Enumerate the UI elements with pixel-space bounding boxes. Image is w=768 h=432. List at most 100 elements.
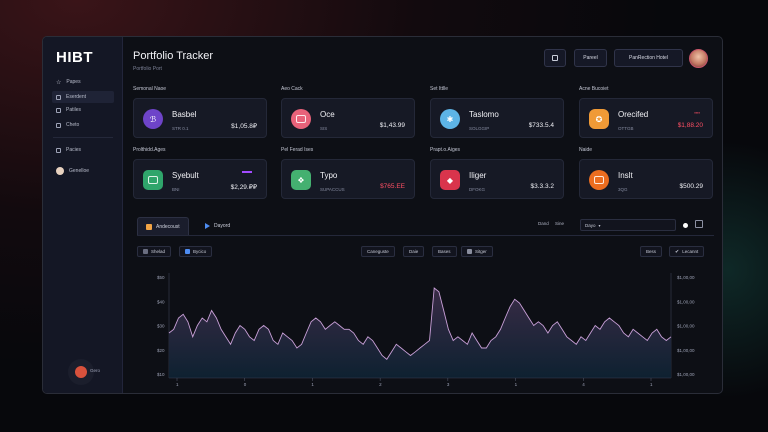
x-tick-label: 1 [515, 382, 518, 387]
tag-icon [146, 223, 152, 230]
section-label: Pel Ferad Ises [281, 147, 314, 153]
x-tick-label: 4 [582, 382, 585, 387]
chip-bases[interactable]: Bases [432, 246, 457, 257]
asset-value: $3.3.3.2 [530, 183, 555, 190]
y-tick-label: $30 [157, 324, 165, 329]
y-right-tick-label: $1,00,00 [677, 275, 695, 280]
asset-card[interactable]: Oce SIS $1,43.99 [281, 98, 415, 138]
chart-svg: $50 $40 $30 $20 $10 $1,00,00 $1,00,00 $1,00,00 $… [157, 273, 695, 387]
sidebar-item-papes[interactable]: ☆ Papes [52, 76, 114, 88]
sidebar-item-label: Genelloe [69, 168, 90, 174]
pareel-button-label: Pareel [583, 55, 598, 61]
tab-andecoust[interactable]: Andecoust [137, 217, 189, 235]
asset-symbol: DFOKG [469, 187, 486, 192]
coin-icon: ✱ [440, 109, 460, 129]
chip-label: Caneguste [367, 249, 389, 254]
user-icon [56, 167, 64, 175]
chip-caneguste[interactable]: Caneguste [361, 246, 395, 257]
asset-card[interactable]: ❖ Typo SUPACCUS $765.EE [281, 159, 415, 199]
chip-sitger[interactable]: Sitger [461, 246, 493, 257]
divider [53, 137, 113, 138]
page-subtitle: Portfolio Port [133, 66, 162, 72]
asset-symbol: SUPACCUS [320, 187, 345, 192]
y-right-tick-label: $1,00,00 [677, 348, 695, 353]
section-label: Aeo Cack [281, 86, 303, 92]
asset-symbol: 3QG [618, 187, 628, 192]
page-title: Portfolio Tracker [133, 50, 214, 62]
check-icon: ✔ [675, 248, 680, 255]
x-tick-label: 0 [244, 382, 247, 387]
price-chart[interactable]: $50 $40 $30 $20 $10 $1,00,00 $1,00,00 $1,00,00 $… [137, 265, 718, 391]
tab-label: Andecoust [156, 223, 180, 230]
section-label: Acne Bucoiet [579, 86, 609, 92]
sidebar-item-label: Papes [66, 79, 81, 85]
status-badge[interactable] [68, 359, 94, 385]
chip-label: Daie [409, 249, 419, 254]
tab-dayord[interactable]: Dayord [197, 217, 238, 235]
coin-icon [589, 170, 609, 190]
toggle-switch[interactable] [683, 223, 688, 228]
section-label: Set Ittlle [430, 86, 449, 92]
coin-icon [291, 109, 311, 129]
asset-card[interactable]: Syebult BNI $2,29.₽₽ [133, 159, 267, 199]
asset-value: $1,43.99 [379, 122, 405, 129]
chip-lecannt[interactable]: ✔ Lecannt [669, 246, 705, 257]
filter-label: Dand [538, 221, 549, 226]
pareel-button[interactable]: Pareel [574, 49, 607, 67]
sidebar-item-pacies[interactable]: Pacies [52, 144, 114, 156]
range-select[interactable]: Dayo ▾ [580, 219, 676, 231]
chip-daie[interactable]: Daie [403, 246, 425, 257]
sidebar-item-label: Pacies [66, 147, 82, 153]
chart-icon [143, 249, 148, 254]
coin-icon: ℬ [143, 109, 163, 129]
record-icon [75, 366, 87, 378]
asset-card[interactable]: ℬ Basbel STR 0.1 $1,05.8₽ [133, 98, 267, 138]
asset-name: Iliger [469, 171, 487, 180]
y-tick-label: $50 [157, 275, 165, 280]
sidebar-item-label: Cheto [66, 122, 80, 128]
asset-card[interactable]: ✪ Orecifed ▪▪▪▪ OTTGB $1,88.20 [579, 98, 713, 138]
sidebar-item-patiles[interactable]: Patiles [52, 104, 114, 116]
sidebar-item-eserdent[interactable]: Eserdent [52, 91, 114, 103]
asset-value: $500.29 [679, 183, 704, 190]
x-tick-label: 2 [379, 382, 382, 387]
chip-label: Shelad [151, 249, 166, 254]
series-line [168, 287, 672, 360]
asset-value: $733.5.4 [528, 122, 554, 129]
star-icon: ☆ [56, 79, 62, 86]
asset-card[interactable]: ✱ Taslomo SOLGGIP $733.5.4 [430, 98, 564, 138]
coin-icon: ◆ [440, 170, 460, 190]
sidebar-item-label: Eserdent [66, 94, 87, 100]
asset-card[interactable]: ◆ Iliger DFOKG $3.3.3.2 [430, 159, 564, 199]
chip-label: Bases [438, 249, 451, 254]
sidebar-item-genelloe[interactable]: Genelloe [52, 165, 114, 177]
asset-name: Typo [320, 171, 338, 180]
asset-card[interactable]: Inslt 3QG $500.29 [579, 159, 713, 199]
section-label: Naide [579, 147, 593, 153]
panrection-button[interactable]: PanRection Hotel [614, 49, 683, 67]
square-icon [552, 55, 558, 61]
bottom-label: Gero [90, 368, 101, 373]
y-right-tick-label: $1,00,00 [677, 299, 695, 304]
x-tick-label: 3 [447, 382, 450, 387]
folder-icon [56, 94, 61, 100]
asset-name: Inslt [618, 171, 633, 180]
layout-button[interactable] [544, 49, 566, 67]
x-tick-label: 1 [311, 382, 314, 387]
tab-label: Dayord [214, 223, 231, 229]
asset-name: Orecifed [618, 110, 649, 119]
coin-icon: ✪ [589, 109, 609, 129]
asset-symbol: BNI [172, 187, 180, 192]
panrection-button-label: PanRection Hotel [629, 55, 668, 61]
app-logo: HIBT [56, 49, 93, 66]
note-icon [56, 147, 61, 153]
chip-bess[interactable]: Bess [640, 246, 663, 257]
tag-line [242, 171, 252, 173]
chip-shelad[interactable]: Shelad [137, 246, 172, 257]
expand-icon[interactable] [695, 220, 703, 228]
avatar[interactable] [689, 49, 708, 68]
chip-bycico[interactable]: Bycico [179, 246, 213, 257]
x-tick-label: 1 [650, 382, 653, 387]
sidebar-item-cheto[interactable]: Cheto [52, 119, 114, 131]
coin-icon [143, 170, 163, 190]
